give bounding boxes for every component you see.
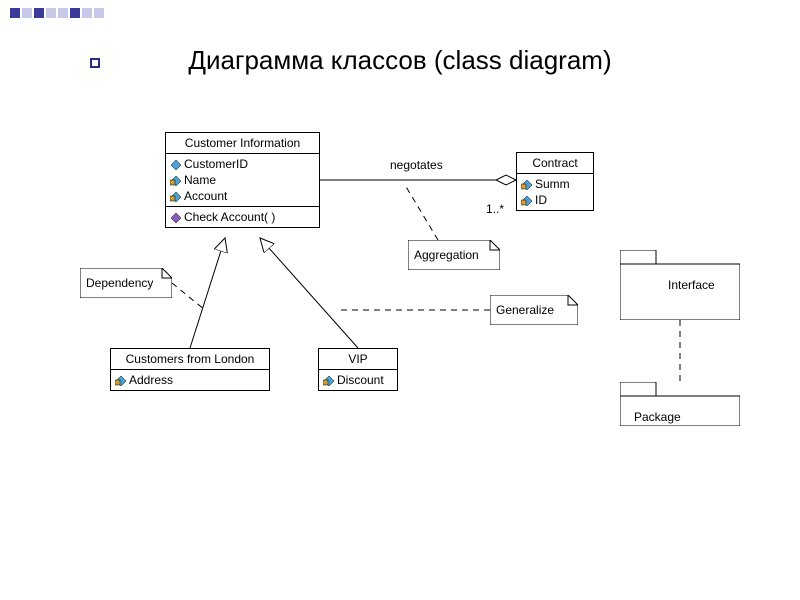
attribute-icon [170,191,180,201]
operation-label: Check Account( ) [184,209,275,225]
class-attributes: Address [111,370,269,390]
note-label: Aggregation [408,240,500,270]
attribute-icon [521,179,531,189]
package-label: Package [634,410,681,424]
operation-icon [170,212,180,222]
class-attribute: Discount [323,372,393,388]
attribute-label: Discount [337,372,384,388]
class-attribute: CustomerID [170,156,315,172]
class-title: VIP [319,349,397,370]
assoc-label-negotiates: negotates [390,158,443,172]
class-attributes: SummID [517,174,593,210]
page-title: Диаграмма классов (class diagram) [0,45,800,76]
note-aggregation: Aggregation [408,240,500,270]
class-operations: Check Account( ) [166,207,319,227]
attribute-label: CustomerID [184,156,248,172]
class-attributes: CustomerIDNameAccount [166,154,319,207]
class-customers-london: Customers from London Address [110,348,270,391]
class-attribute: Name [170,172,315,188]
class-attribute: Account [170,188,315,204]
package-label: Interface [668,278,715,292]
class-attribute: Address [115,372,265,388]
assoc-multiplicity: 1..* [486,202,504,216]
attribute-icon [170,159,180,169]
class-title: Contract [517,153,593,174]
package-interface: Interface [620,250,740,320]
note-generalize: Generalize [490,295,578,325]
attribute-label: Summ [535,176,570,192]
decor-squares [10,8,104,18]
note-label: Generalize [490,295,578,325]
attribute-label: Account [184,188,227,204]
attribute-icon [521,195,531,205]
note-dependency: Dependency [80,268,172,298]
attribute-icon [323,375,333,385]
class-operation: Check Account( ) [170,209,315,225]
attribute-label: Address [129,372,173,388]
attribute-label: ID [535,192,547,208]
class-customer-information: Customer InformationCustomerIDNameAccoun… [165,132,320,228]
class-vip: VIP Discount [318,348,398,391]
class-attribute: ID [521,192,589,208]
class-title: Customer Information [166,133,319,154]
class-attribute: Summ [521,176,589,192]
attribute-icon [115,375,125,385]
attribute-label: Name [184,172,216,188]
package-package: Package [620,382,740,426]
attribute-icon [170,175,180,185]
title-bullet-icon [90,58,100,68]
class-attributes: Discount [319,370,397,390]
note-label: Dependency [80,268,172,298]
class-title: Customers from London [111,349,269,370]
class-contract: ContractSummID [516,152,594,211]
